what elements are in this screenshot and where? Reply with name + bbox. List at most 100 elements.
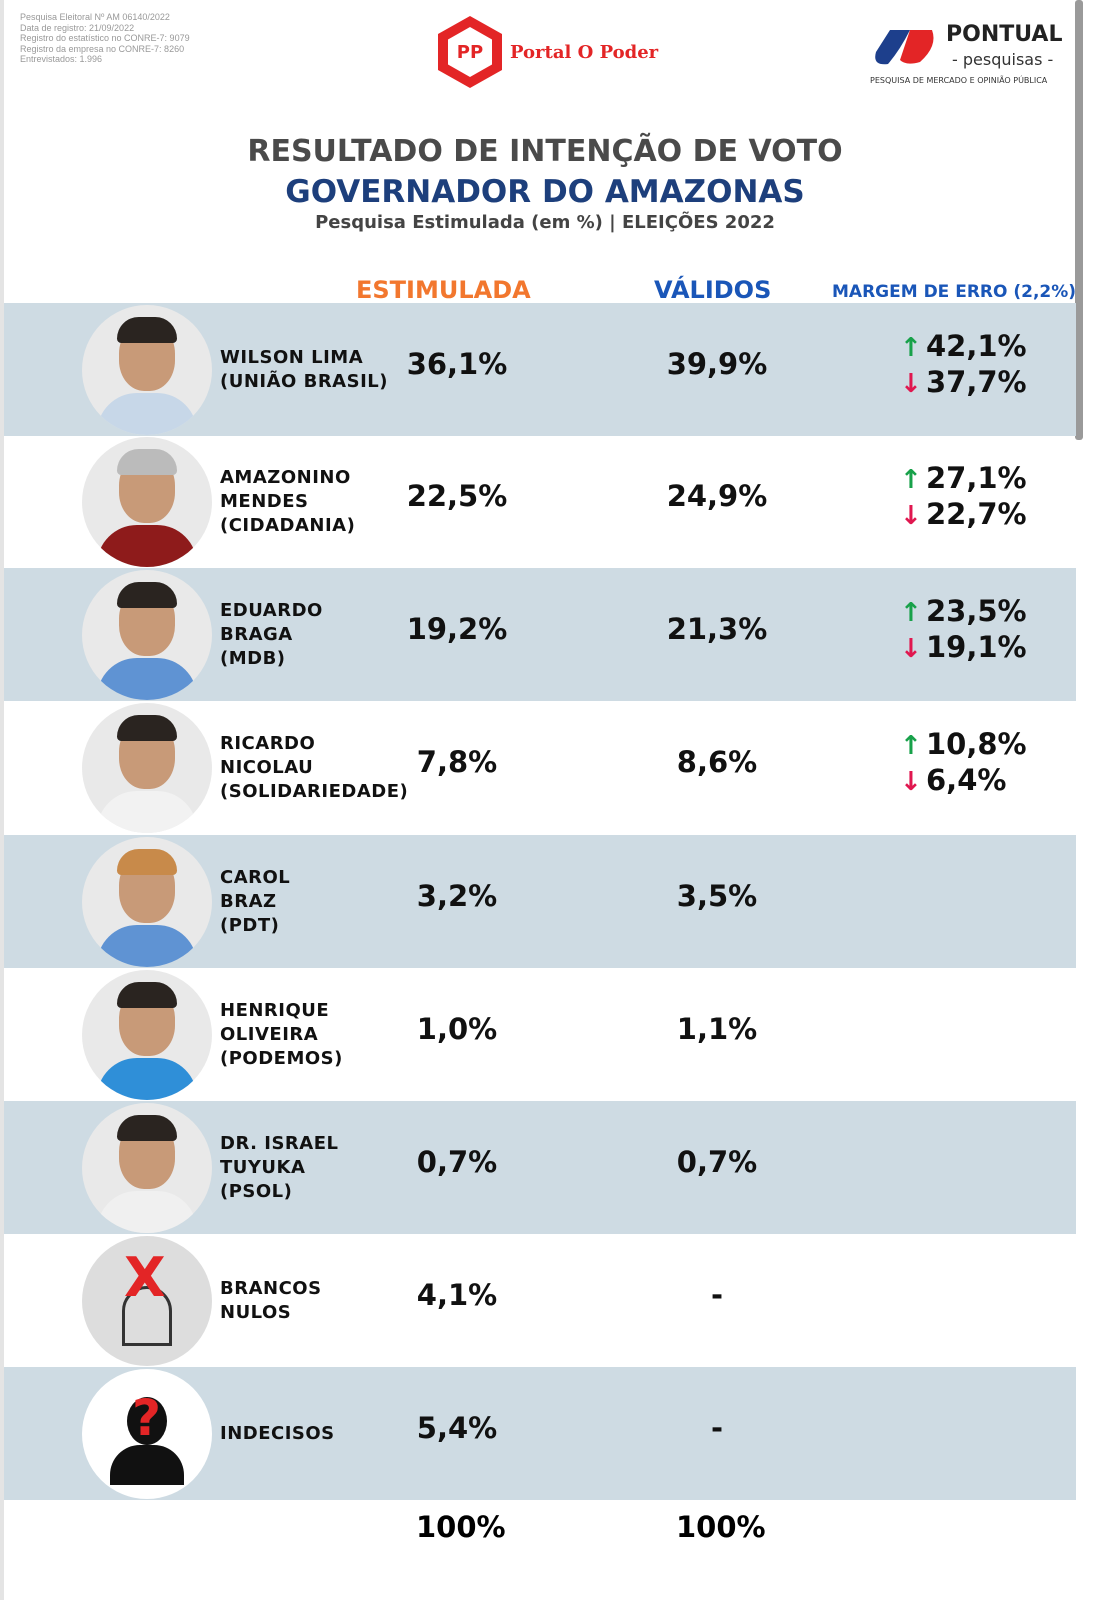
validos-value: 1,1% [676,1012,758,1046]
candidate-row: WILSON LIMA (UNIÃO BRASIL) 36,1% 39,9% ↑ 42,1… [4,303,1076,436]
estimulada-value: 1,0% [416,1012,498,1046]
margin-upper: 23,5% [926,594,1027,628]
pontual-name: PONTUAL [946,22,1063,47]
validos-value: - [710,1278,724,1312]
reg-line: Entrevistados: 1.996 [20,54,103,64]
estimulada-value: 3,2% [416,879,498,913]
total-estimulada: 100% [416,1510,506,1544]
pontual-sub: - pesquisas - [952,50,1054,69]
candidate-name-line: (CIDADANIA) [220,514,356,536]
candidate-name-line: (PSOL) [220,1180,293,1202]
candidate-name-line: OLIVEIRA [220,1023,319,1045]
arrow-down-icon: ↓ [900,501,922,531]
candidate-name-line: BRAGA [220,623,293,645]
candidate-name-line: (UNIÃO BRASIL) [220,370,388,392]
candidate-photo [82,837,212,967]
validos-value: 24,9% [666,479,768,513]
candidate-name: BRANCOS NULOS [220,1277,322,1325]
estimulada-value: 7,8% [416,745,498,779]
candidate-name-line: AMAZONINO [220,466,351,488]
margin-range: ↑ 10,8% ↓ 6,4% [900,727,1027,799]
candidate-name-line: BRANCOS [220,1277,322,1299]
candidate-photo [82,437,212,567]
candidate-row: ? INDECISOS 5,4% - [4,1367,1076,1500]
validos-value: - [710,1411,724,1445]
estimulada-value: 19,2% [406,612,508,646]
estimulada-value: 0,7% [416,1145,498,1179]
reg-line: Registro da empresa no CONRE-7: 8260 [20,43,185,54]
margin-upper: 10,8% [926,727,1027,761]
candidate-name-line: (SOLIDARIEDADE) [220,780,409,802]
candidate-name-line: BRAZ [220,890,277,912]
candidate-photo [82,570,212,700]
candidate-row: X BRANCOS NULOS 4,1% - [4,1234,1076,1367]
scrollbar[interactable] [1075,0,1083,440]
margin-upper: 42,1% [926,329,1027,363]
candidate-photo [82,703,212,833]
candidate-name: CAROL BRAZ (PDT) [220,866,290,938]
margin-range: ↑ 27,1% ↓ 22,7% [900,461,1027,533]
validos-value: 0,7% [676,1145,758,1179]
margin-lower: 37,7% [926,365,1027,399]
validos-value: 39,9% [666,347,768,381]
page-subtitle: GOVERNADOR DO AMAZONAS [285,174,805,210]
candidate-row: RICARDO NICOLAU (SOLIDARIEDADE) 7,8% 8,6% ↑ 10… [4,701,1076,834]
reg-line: Registro do estatístico no CONRE-7: 9079 [20,33,190,43]
candidate-name-line: CAROL [220,866,291,888]
candidate-name: HENRIQUE OLIVEIRA (PODEMOS) [220,999,343,1071]
validos-value: 8,6% [676,745,758,779]
registration-info: Pesquisa Eleitoral Nº AM 06140/2022 Data… [20,12,190,65]
portal-logo-mark: PP [448,27,492,77]
margin-range: ↑ 42,1% ↓ 37,7% [900,329,1027,401]
blank-null-icon: X [82,1236,212,1366]
estimulada-value: 22,5% [406,479,508,513]
reg-line: Data de registro: 21/09/2022 [20,22,135,33]
estimulada-value: 5,4% [416,1411,498,1445]
candidate-name: AMAZONINO MENDES (CIDADANIA) [220,466,355,538]
candidate-name-line: RICARDO [220,732,316,754]
arrow-down-icon: ↓ [900,634,922,664]
undecided-icon: ? [82,1369,212,1499]
candidate-name-line: NICOLAU [220,756,314,778]
candidate-name-line: HENRIQUE [220,999,330,1021]
pontual-logo-icon [875,30,934,65]
margin-lower: 22,7% [926,497,1027,531]
header-estimulada: ESTIMULADA [356,276,531,304]
reg-line: Pesquisa Eleitoral Nº AM 06140/2022 [20,12,170,22]
candidate-name-line: NULOS [220,1301,292,1323]
candidate-name-line: DR. ISRAEL [220,1132,339,1154]
page-title: RESULTADO DE INTENÇÃO DE VOTO [247,134,843,169]
margin-lower: 19,1% [926,630,1027,664]
candidate-name-line: EDUARDO [220,599,323,621]
arrow-down-icon: ↓ [900,369,922,399]
portal-name: Portal O Poder [510,41,659,63]
validos-value: 3,5% [676,879,758,913]
header-validos: VÁLIDOS [654,276,772,304]
margin-range: ↑ 23,5% ↓ 19,1% [900,594,1027,666]
arrow-up-icon: ↑ [900,731,922,761]
candidate-name: INDECISOS [220,1422,335,1446]
candidate-name: WILSON LIMA (UNIÃO BRASIL) [220,346,388,394]
estimulada-value: 36,1% [406,347,508,381]
candidate-name: EDUARDO BRAGA (MDB) [220,599,323,671]
candidate-row: DR. ISRAEL TUYUKA (PSOL) 0,7% 0,7% [4,1101,1076,1234]
arrow-up-icon: ↑ [900,465,922,495]
margin-upper: 27,1% [926,461,1027,495]
portal-logo-icon: PP [438,16,502,88]
portal-o-poder-logo: PP Portal O Poder [438,16,658,88]
estimulada-value: 4,1% [416,1278,498,1312]
candidate-name-line: MENDES [220,490,309,512]
margin-lower: 6,4% [926,763,1007,797]
total-validos: 100% [676,1510,766,1544]
candidate-photo [82,305,212,435]
candidate-photo [82,1103,212,1233]
candidate-name: RICARDO NICOLAU (SOLIDARIEDADE) [220,732,408,804]
survey-type: Pesquisa Estimulada (em %) | ELEIÇÕES 20… [315,212,775,233]
header-margem: MARGEM DE ERRO (2,2%) [832,282,1077,302]
candidate-row: CAROL BRAZ (PDT) 3,2% 3,5% [4,835,1076,968]
candidate-row: AMAZONINO MENDES (CIDADANIA) 22,5% 24,9% ↑ 27,… [4,435,1076,568]
candidate-name: DR. ISRAEL TUYUKA (PSOL) [220,1132,338,1204]
candidate-row: EDUARDO BRAGA (MDB) 19,2% 21,3% ↑ 23,5% ↓ 19,1% [4,568,1076,701]
page-edge [0,0,4,1600]
arrow-up-icon: ↑ [900,598,922,628]
